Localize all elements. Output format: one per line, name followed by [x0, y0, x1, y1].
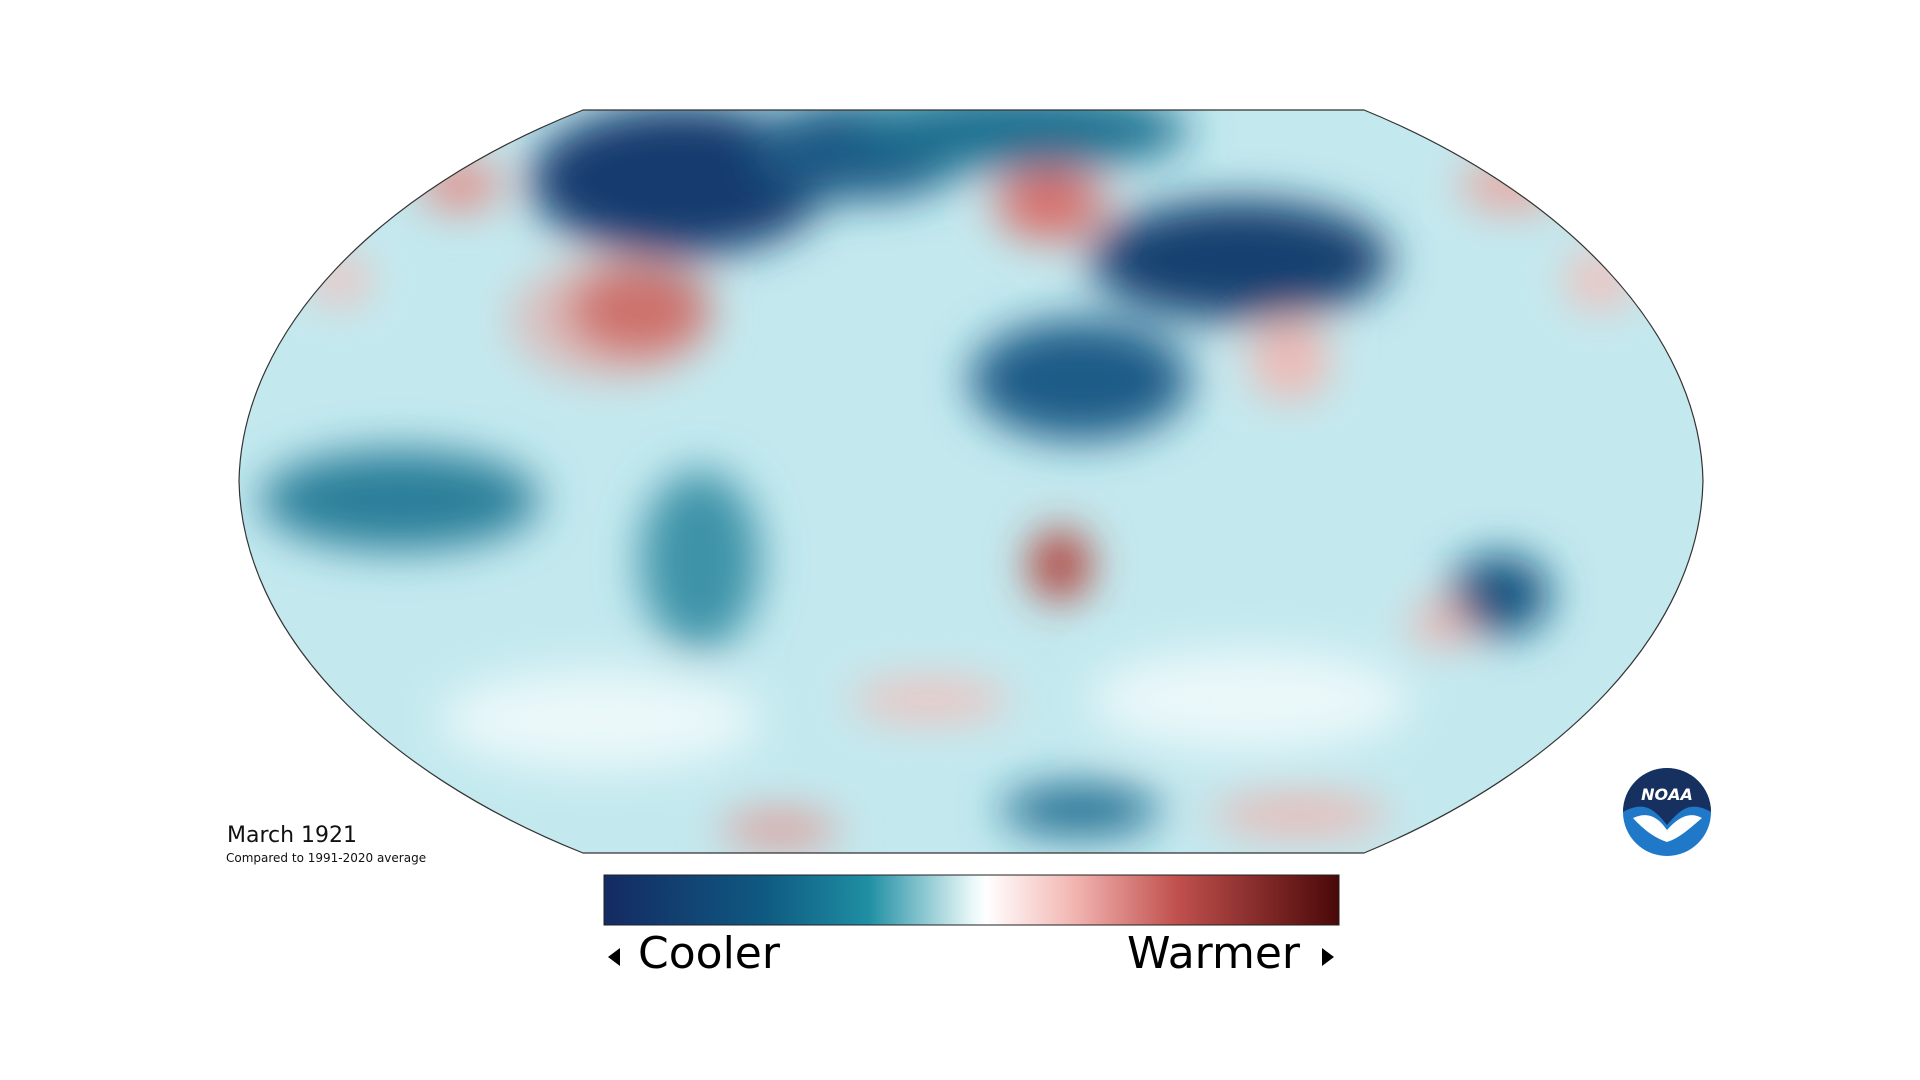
map-subtitle: Compared to 1991-2020 average — [226, 851, 427, 865]
colorbar — [603, 874, 1340, 926]
left-arrow — [608, 948, 620, 966]
noaa-logo: NOAA — [1623, 768, 1711, 856]
legend-high-label: Warmer — [1127, 928, 1300, 979]
logo-text: NOAA — [1641, 785, 1693, 804]
anomaly-map — [239, 110, 1703, 853]
map-outline — [238, 109, 1704, 854]
right-arrow — [1322, 948, 1334, 966]
legend-low-label: Cooler — [638, 928, 780, 979]
map-title: March 1921 — [227, 823, 358, 848]
